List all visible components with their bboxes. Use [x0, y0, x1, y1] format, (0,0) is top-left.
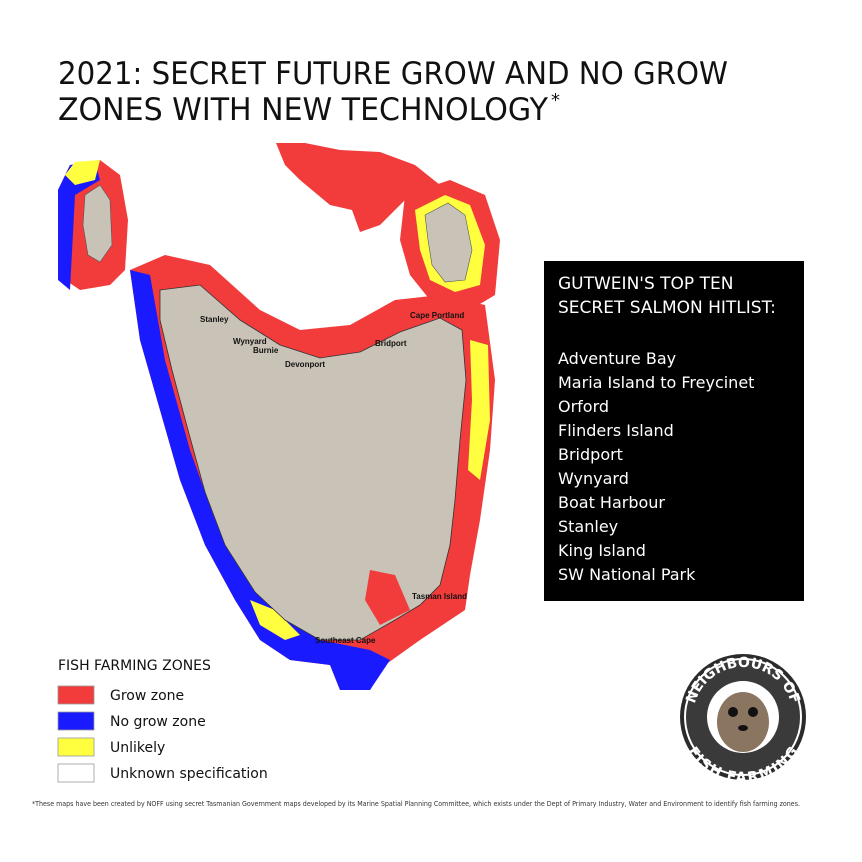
unlikely-zone: [250, 600, 300, 640]
land: [82, 184, 113, 263]
legend-label: Unlikely: [110, 740, 165, 756]
hitlist-item: Wynyard: [558, 469, 629, 488]
legend-swatch: [57, 685, 95, 705]
hitlist-item: SW National Park: [558, 565, 696, 584]
legend-label: No grow zone: [110, 714, 206, 730]
legend-title: FISH FARMING ZONES: [58, 658, 211, 674]
map-label: Devonport: [285, 360, 325, 369]
legend-swatch: [57, 763, 95, 783]
unlikely-zone: [65, 160, 100, 185]
legend-swatch: [57, 737, 95, 757]
grow-zone: [365, 570, 410, 625]
land: [424, 202, 473, 283]
map-label: Tasman Island: [412, 592, 467, 601]
title-line: 2021: SECRET FUTURE GROW AND NO GROW: [58, 56, 728, 92]
map-label: Wynyard: [233, 337, 267, 346]
hitlist-item: Maria Island to Freycinet: [558, 373, 754, 392]
seal-nose: [738, 725, 748, 731]
title-mark: *: [551, 90, 560, 111]
legend-label: Grow zone: [110, 688, 184, 704]
hitlist-items: Adventure Bay Maria Island to Freycinet Or…: [558, 349, 754, 584]
hitlist-heading: GUTWEIN'S TOP TEN: [558, 274, 733, 294]
land: [159, 284, 467, 641]
no-grow-zone: [58, 162, 100, 290]
unlikely-zone: [468, 340, 490, 480]
map-label: Burnie: [253, 346, 279, 355]
hitlist-item: Adventure Bay: [558, 349, 676, 368]
seal-eye: [728, 707, 738, 717]
legend-swatch: [57, 711, 95, 731]
legend-label: Unknown specification: [110, 766, 268, 782]
map-label: Stanley: [200, 315, 229, 324]
hitlist-heading: SECRET SALMON HITLIST:: [558, 298, 776, 318]
map-label: Southeast Cape: [315, 636, 376, 645]
map-label: Cape Portland: [410, 311, 464, 320]
grow-zone: [276, 143, 440, 232]
map: Stanley Wynyard Burnie Devonport Bridpor…: [58, 143, 500, 690]
legend: Grow zone No grow zone Unlikely Unknown spe…: [57, 685, 268, 783]
hitlist-item: King Island: [558, 541, 646, 560]
footnote: *These maps have been created by NOFF us…: [32, 800, 800, 808]
map-label: Bridport: [375, 339, 407, 348]
hitlist-item: Boat Harbour: [558, 493, 665, 512]
seal: [717, 692, 769, 752]
hitlist-item: Stanley: [558, 517, 618, 536]
hitlist-item: Flinders Island: [558, 421, 674, 440]
seal-eye: [748, 707, 758, 717]
title-line: ZONES WITH NEW TECHNOLOGY: [58, 92, 548, 128]
logo: NEIGHBOURS OF FISH FARMING: [680, 654, 806, 786]
hitlist-box: [544, 261, 804, 601]
hitlist-item: Orford: [558, 397, 609, 416]
hitlist-item: Bridport: [558, 445, 623, 464]
